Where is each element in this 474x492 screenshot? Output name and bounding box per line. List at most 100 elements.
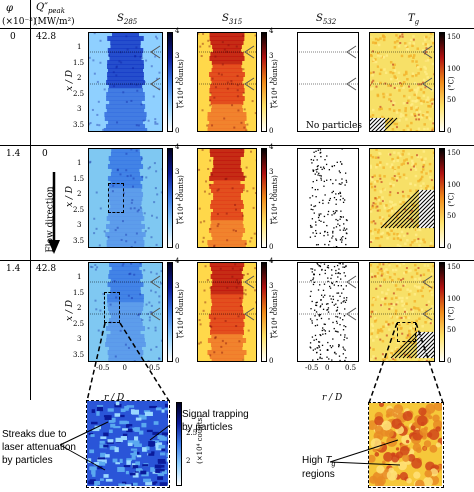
cbar-tick: 50 bbox=[447, 211, 456, 220]
cbar-tick: 0 bbox=[269, 127, 274, 135]
panel-frame bbox=[88, 262, 163, 362]
row2-phi: 1.4 bbox=[6, 149, 21, 159]
panel-tg-row2 bbox=[369, 148, 435, 248]
zoom-tick-2: 2 bbox=[186, 457, 191, 465]
panel-frame bbox=[297, 262, 359, 362]
cbar-tick: 0 bbox=[175, 243, 180, 251]
panel-s532-row2 bbox=[297, 148, 359, 248]
cbar-label: (°C) bbox=[447, 306, 456, 321]
cbar-tick: 0 bbox=[269, 243, 274, 251]
ytick-row1: 2 bbox=[77, 74, 82, 82]
panel-frame bbox=[88, 148, 163, 248]
zoom-tick-2.5: 2.5 bbox=[186, 429, 198, 437]
row2-q: 0 bbox=[42, 149, 48, 159]
panel-frame bbox=[369, 32, 435, 132]
cbar-tick: 50 bbox=[447, 95, 456, 104]
ytick-row3: 1.5 bbox=[73, 288, 85, 297]
panel-frame bbox=[197, 32, 257, 132]
panel-image bbox=[197, 148, 257, 248]
xtick: -0.5 bbox=[96, 364, 110, 372]
trapping-annotation-2: by particles bbox=[182, 422, 233, 433]
colorbar-s285-row2 bbox=[167, 148, 173, 248]
ytick-row2: 1.5 bbox=[73, 174, 85, 183]
panel-frame bbox=[369, 148, 435, 248]
zoom-inset-s285 bbox=[86, 400, 176, 490]
no-particles-label: No particles bbox=[306, 121, 362, 131]
panel-frame bbox=[297, 148, 359, 248]
cbar-tick: 1 bbox=[175, 332, 180, 340]
panel-s315-row2 bbox=[197, 148, 257, 248]
cbar-tick: 4 bbox=[269, 143, 274, 151]
panel-s532-row1 bbox=[297, 32, 359, 132]
panel-image bbox=[297, 148, 359, 248]
zoom-box-row2 bbox=[108, 183, 124, 213]
cbar-label-wrap: (×10⁴ counts) bbox=[251, 175, 291, 224]
panel-s315-row1 bbox=[197, 32, 257, 132]
cbar-tick: 2 bbox=[269, 77, 274, 85]
cbar-tick: 2 bbox=[269, 193, 274, 201]
ytick-row3: 3.5 bbox=[73, 350, 85, 359]
cbar-tick: 0 bbox=[175, 127, 180, 135]
ylabel-row3: x / D bbox=[65, 299, 76, 322]
ytick-row1: 2.5 bbox=[73, 89, 85, 98]
colorbar-s315-row1 bbox=[261, 32, 267, 132]
cbar-tick: 100 bbox=[447, 294, 461, 303]
cbar-tick: 3 bbox=[175, 282, 180, 290]
cbar-tick: 4 bbox=[269, 27, 274, 35]
ytick-row1: 3.5 bbox=[73, 120, 85, 129]
cbar-label-wrap: (×10⁴ counts) bbox=[251, 289, 291, 338]
panel-image bbox=[369, 148, 435, 248]
cbar-tick: 1 bbox=[175, 218, 180, 226]
cbar-tick: 3 bbox=[269, 168, 274, 176]
panel-frame bbox=[369, 262, 435, 362]
ytick-row2: 2 bbox=[77, 190, 82, 198]
cbar-tick: 1 bbox=[269, 102, 274, 110]
cbar-tick: 4 bbox=[175, 27, 180, 35]
panel-image bbox=[197, 32, 257, 132]
panel-image bbox=[88, 148, 163, 248]
cbar-tick: 0 bbox=[175, 357, 180, 365]
cbar-tick: 2 bbox=[269, 307, 274, 315]
cbar-tick: 4 bbox=[175, 143, 180, 151]
cbar-label-wrap: (°C) bbox=[445, 306, 474, 320]
cbar-tick: 3 bbox=[175, 168, 180, 176]
high-tg-annotation-2: regions bbox=[302, 469, 335, 480]
streaks-annotation-2: laser attenuation bbox=[2, 442, 76, 453]
cbar-label: (×10⁴ counts) bbox=[176, 289, 185, 338]
zoom-box-tg-row3 bbox=[397, 322, 416, 342]
ytick-row2: 3 bbox=[77, 221, 82, 229]
streaks-annotation-3: by particles bbox=[2, 455, 53, 466]
cbar-tick: 3 bbox=[269, 52, 274, 60]
zoom-cbar-label-wrap: (×10⁴ counts) bbox=[188, 415, 218, 464]
q-unit: (MW/m²) bbox=[34, 17, 75, 27]
xtick: 0.5 bbox=[149, 364, 161, 372]
cbar-tick: 50 bbox=[447, 325, 456, 334]
cbar-label: (×10⁴ counts) bbox=[270, 59, 279, 108]
row-rule-1 bbox=[0, 145, 474, 146]
panel-image bbox=[297, 32, 359, 132]
cbar-tick: 0 bbox=[269, 357, 274, 365]
cbar-label-wrap: (°C) bbox=[445, 192, 474, 206]
panel-frame bbox=[197, 262, 257, 362]
cbar-label: (°C) bbox=[447, 192, 456, 207]
cbar-tick: 2 bbox=[175, 77, 180, 85]
colorbar-tg-row2 bbox=[439, 148, 445, 248]
cbar-tick: 3 bbox=[175, 52, 180, 60]
zoom-tg-image bbox=[367, 400, 445, 490]
cbar-label-wrap: (°C) bbox=[445, 76, 474, 90]
zoom-box-s285-row3 bbox=[104, 292, 120, 323]
cbar-tick: 0 bbox=[447, 357, 452, 365]
ytick-row1: 1 bbox=[77, 43, 82, 51]
ytick-row3: 1 bbox=[77, 273, 82, 281]
cbar-tick: 2 bbox=[175, 307, 180, 315]
ytick-row1: 1.5 bbox=[73, 58, 85, 67]
column-title-s315: S315 bbox=[222, 13, 243, 26]
ytick-row2: 1 bbox=[77, 159, 82, 167]
cbar-tick: 150 bbox=[447, 33, 461, 42]
panel-s532-row3 bbox=[297, 262, 359, 362]
xlabel-col3: r / D bbox=[322, 393, 343, 403]
xtick: -0.5 bbox=[305, 364, 319, 372]
cbar-label-wrap: (×10⁴ counts) bbox=[157, 59, 197, 108]
high-tg-annotation-1: High Tg bbox=[302, 455, 336, 469]
cbar-tick: 0 bbox=[447, 243, 452, 251]
